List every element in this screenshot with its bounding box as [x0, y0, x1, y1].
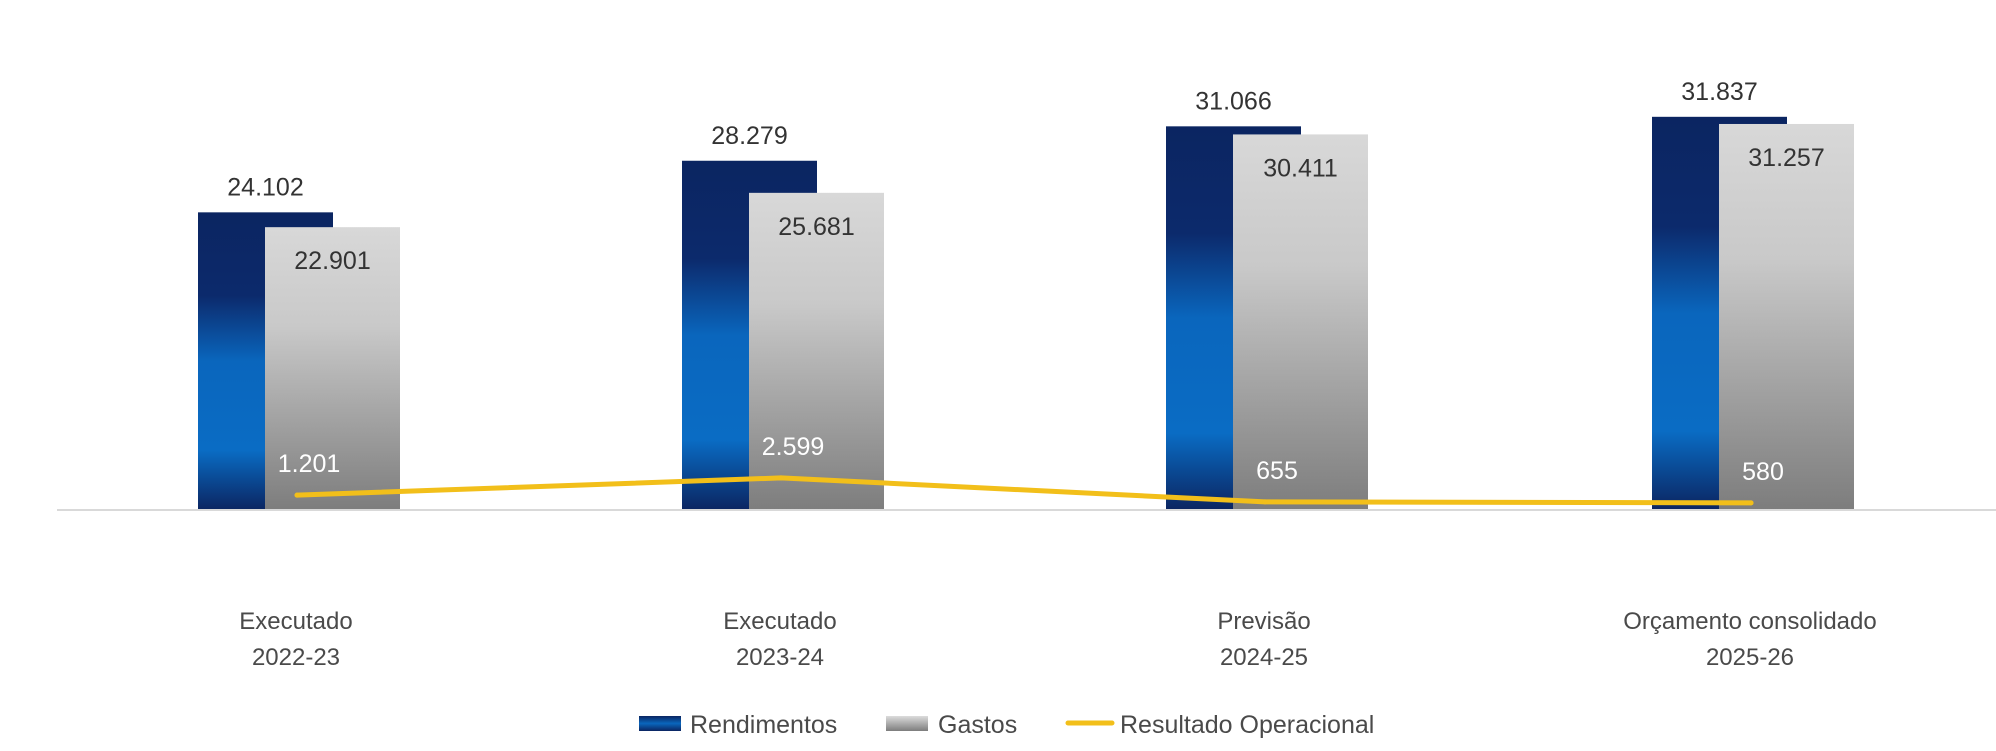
- label-gastos-1: 25.681: [778, 213, 854, 241]
- category-label-3-line1: Orçamento consolidado: [1623, 608, 1876, 635]
- label-resultado-2: 655: [1256, 457, 1298, 485]
- labels-layer: 24.102 22.901 1.201 28.279 25.681 2.599 31.066…: [227, 78, 1824, 486]
- label-gastos-2: 30.411: [1263, 154, 1338, 182]
- category-label-1-line2: 2023-24: [736, 644, 824, 671]
- point-resultado-2: [1262, 499, 1268, 505]
- category-label-2-line1: Previsão: [1217, 608, 1310, 635]
- category-label-1-line1: Executado: [723, 608, 836, 635]
- point-resultado-0: [294, 492, 300, 498]
- bar-gastos-3: [1719, 123, 1854, 511]
- legend: Rendimentos Gastos Resultado Operacional: [639, 711, 1374, 739]
- label-rendimentos-3: 31.837: [1681, 78, 1757, 106]
- label-gastos-0: 22.901: [294, 247, 370, 275]
- category-label-3-line2: 2025-26: [1706, 644, 1794, 671]
- label-rendimentos-1: 28.279: [711, 122, 787, 150]
- label-gastos-3: 31.257: [1748, 144, 1824, 172]
- bar-gastos-0: [265, 227, 400, 510]
- category-label-2-line2: 2024-25: [1220, 644, 1308, 671]
- label-resultado-1: 2.599: [762, 433, 825, 461]
- legend-swatch-gastos: [886, 716, 928, 731]
- point-resultado-3: [1748, 500, 1754, 506]
- label-resultado-3: 580: [1742, 458, 1784, 486]
- label-resultado-0: 1.201: [278, 450, 341, 478]
- legend-label-resultado: Resultado Operacional: [1120, 711, 1374, 739]
- category-label-0-line1: Executado: [239, 608, 352, 635]
- legend-swatch-rendimentos: [639, 716, 681, 731]
- line-layer: [294, 475, 1754, 506]
- label-rendimentos-0: 24.102: [227, 173, 303, 201]
- bar-gastos-1: [749, 192, 884, 510]
- bars-layer: [198, 116, 1854, 511]
- label-rendimentos-2: 31.066: [1195, 87, 1271, 115]
- bar-gastos-2: [1233, 134, 1368, 511]
- category-axis: Executado 2022-23 Executado 2023-24 Previsão…: [239, 608, 1876, 671]
- point-resultado-1: [778, 475, 784, 481]
- category-label-0-line2: 2022-23: [252, 644, 340, 671]
- legend-label-rendimentos: Rendimentos: [690, 711, 837, 739]
- line-resultado-operacional: [294, 475, 1754, 506]
- legend-label-gastos: Gastos: [938, 711, 1017, 739]
